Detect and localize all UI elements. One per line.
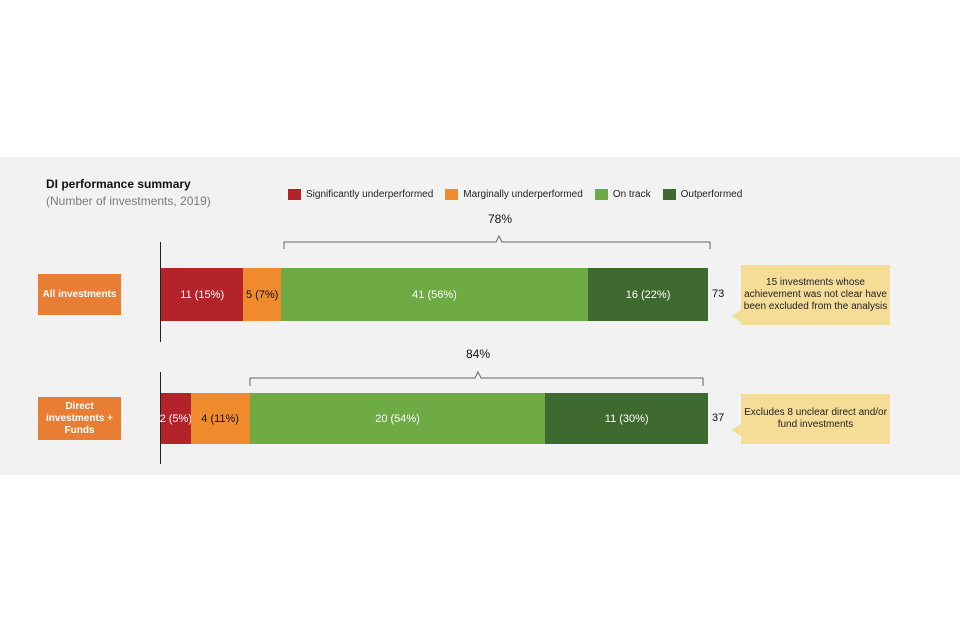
legend-swatch bbox=[662, 189, 676, 200]
bar-segment-on-track: 41 (56%) bbox=[280, 268, 589, 321]
legend-item-significantly-underperformed: Significantly underperformed bbox=[288, 189, 433, 200]
data-label: 5 (7%) bbox=[245, 288, 279, 301]
y-axis-line-1 bbox=[160, 242, 161, 342]
bracket-label-2: 84% bbox=[466, 347, 491, 361]
legend-swatch bbox=[594, 189, 608, 200]
data-label: 4 (11%) bbox=[201, 412, 239, 425]
bracket-label-1: 78% bbox=[488, 212, 513, 226]
data-label: 16 (22%) bbox=[625, 288, 671, 301]
legend-swatch bbox=[445, 189, 459, 200]
bracket-direct-investments bbox=[249, 370, 704, 386]
note-pointer-1 bbox=[731, 310, 741, 322]
total-all-investments: 73 bbox=[712, 288, 725, 300]
bracket-all-investments bbox=[283, 234, 711, 249]
data-label: 11 (15%) bbox=[180, 288, 225, 301]
data-label: 2 (5%) bbox=[159, 412, 192, 425]
bar-segment-marginally-underperformed: 5 (7%) bbox=[243, 268, 281, 321]
bar-segment-marginally-underperformed: 4 (11%) bbox=[190, 393, 250, 444]
chart-subtitle: (Number of investments, 2019) bbox=[46, 194, 211, 208]
note-pointer-2 bbox=[731, 424, 741, 436]
note-unclear-direct-investments: Excludes 8 unclear direct and/or fund in… bbox=[741, 394, 890, 444]
data-label: 11 (30%) bbox=[604, 412, 649, 425]
data-label: 20 (54%) bbox=[375, 412, 420, 425]
chart-title: DI performance summary bbox=[46, 177, 191, 191]
category-label-direct-investments-funds: Direct investments + Funds bbox=[38, 397, 121, 440]
legend-label: Significantly underperformed bbox=[306, 189, 434, 200]
bar-segment-significantly-underperformed: 2 (5%) bbox=[159, 393, 192, 444]
y-axis-line-2 bbox=[160, 372, 161, 464]
category-label-all-investments: All investments bbox=[38, 274, 121, 315]
legend-swatch bbox=[288, 189, 301, 200]
legend-label: Outperformed bbox=[680, 189, 743, 200]
total-direct-investments: 37 bbox=[712, 412, 725, 424]
legend-item-marginally-underperformed: Marginally underperformed bbox=[445, 189, 583, 200]
note-excluded-investments: 15 investments whose achievement was not… bbox=[741, 265, 890, 325]
bar-segment-significantly-underperformed: 11 (15%) bbox=[161, 268, 244, 321]
bar-segment-on-track: 20 (54%) bbox=[249, 393, 546, 444]
bar-segment-outperformed: 11 (30%) bbox=[545, 393, 708, 444]
legend-item-outperformed: Outperformed bbox=[662, 189, 743, 200]
legend-label: Marginally underperformed bbox=[463, 189, 583, 200]
legend: Significantly underperformed Marginally … bbox=[288, 189, 754, 200]
bar-segment-outperformed: 16 (22%) bbox=[588, 268, 708, 321]
legend-label: On track bbox=[612, 189, 651, 200]
data-label: 41 (56%) bbox=[412, 288, 457, 301]
legend-item-on-track: On track bbox=[594, 189, 651, 200]
